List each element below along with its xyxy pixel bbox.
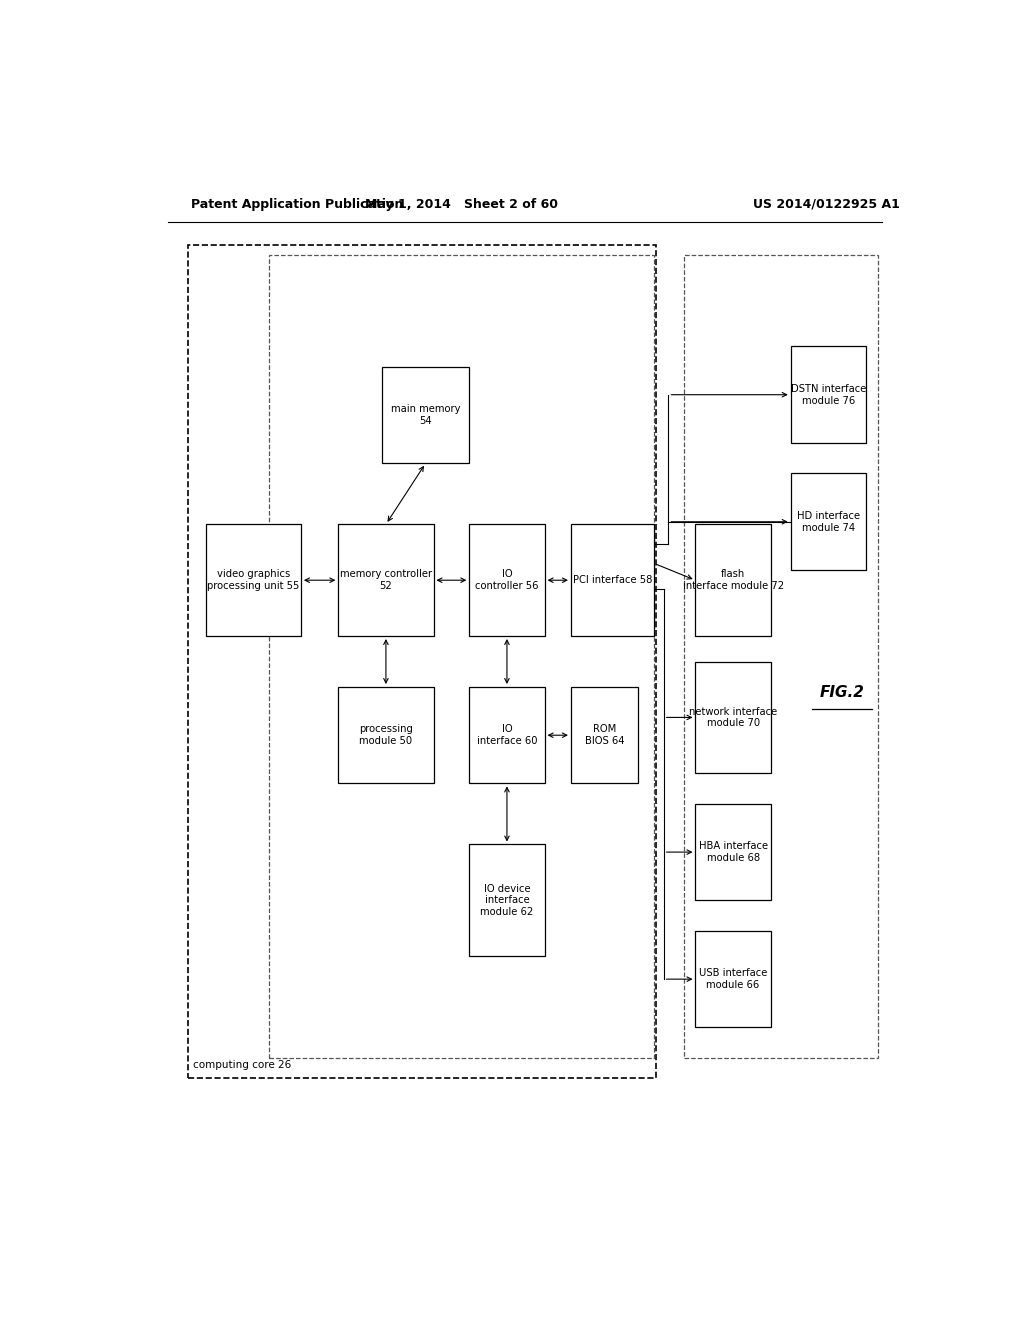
Text: computing core 26: computing core 26 (194, 1060, 291, 1071)
Text: PCI interface 58: PCI interface 58 (572, 576, 652, 585)
Bar (206, 524, 301, 636)
Bar (791, 346, 866, 444)
Text: main memory
54: main memory 54 (391, 404, 461, 426)
Bar (695, 804, 771, 900)
Bar (269, 255, 654, 1057)
Text: HD interface
module 74: HD interface module 74 (797, 511, 860, 532)
Bar (791, 474, 866, 570)
Bar (187, 244, 655, 1078)
Bar (695, 661, 771, 774)
Bar (570, 686, 638, 784)
Bar (684, 255, 878, 1057)
Text: IO
controller 56: IO controller 56 (475, 569, 539, 591)
Bar (469, 686, 545, 784)
Text: May 1, 2014   Sheet 2 of 60: May 1, 2014 Sheet 2 of 60 (365, 198, 558, 211)
Text: processing
module 50: processing module 50 (359, 725, 413, 746)
Text: DSTN interface
module 76: DSTN interface module 76 (791, 384, 866, 405)
Text: network interface
module 70: network interface module 70 (689, 706, 777, 729)
Text: flash
interface module 72: flash interface module 72 (683, 569, 783, 591)
Text: Patent Application Publication: Patent Application Publication (191, 198, 403, 211)
Text: ROM
BIOS 64: ROM BIOS 64 (585, 725, 625, 746)
Text: US 2014/0122925 A1: US 2014/0122925 A1 (753, 198, 900, 211)
Text: HBA interface
module 68: HBA interface module 68 (698, 841, 768, 863)
Text: FIG.2: FIG.2 (820, 685, 864, 700)
Text: IO device
interface
module 62: IO device interface module 62 (480, 884, 534, 917)
Bar (695, 931, 771, 1027)
Bar (338, 686, 433, 784)
Bar (570, 524, 654, 636)
Bar (695, 524, 771, 636)
Text: IO
interface 60: IO interface 60 (477, 725, 538, 746)
Text: memory controller
52: memory controller 52 (340, 569, 432, 591)
Bar (382, 367, 469, 463)
Bar (469, 845, 545, 956)
Bar (338, 524, 433, 636)
Bar (469, 524, 545, 636)
Text: video graphics
processing unit 55: video graphics processing unit 55 (207, 569, 300, 591)
Text: USB interface
module 66: USB interface module 66 (699, 969, 767, 990)
